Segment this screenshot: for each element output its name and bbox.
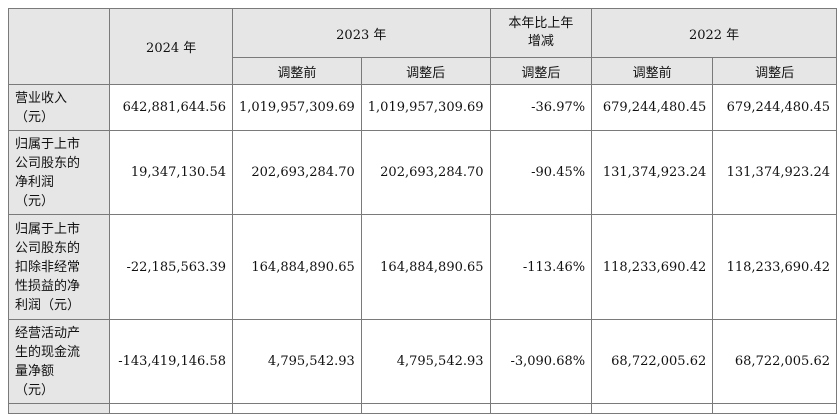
header-2023-after: 调整后	[360, 57, 491, 85]
header-corner	[7, 8, 111, 85]
table-row: 归属于上市 公司股东的 扣除非经常 性损益的净 利润（元） -22,185,56…	[7, 214, 837, 320]
cell-2022-before: 131,374,923.24	[591, 130, 714, 215]
cell-change: -113.46%	[489, 214, 593, 320]
header-2022-after: 调整后	[712, 57, 837, 85]
cell-2024: 642,881,644.56	[109, 84, 233, 131]
header-2024: 2024 年	[109, 8, 233, 85]
label-line: 归属于上市	[15, 221, 81, 237]
label-line: 量净额	[15, 363, 55, 379]
label-line: （元）	[15, 193, 55, 209]
header-change: 本年比上年增减	[489, 8, 593, 58]
row-label: 归属于上市 公司股东的 扣除非经常 性损益的净 利润（元）	[7, 214, 111, 320]
cell-2024: 19,347,130.54	[109, 130, 233, 215]
header-2022: 2022 年	[591, 8, 837, 58]
cell-change: -3,090.68%	[489, 319, 593, 404]
row-label: 营业收入 （元）	[7, 84, 111, 131]
header-2023-before: 调整前	[231, 57, 362, 85]
row-label: 归属于上市 公司股东的 净利润 （元）	[7, 130, 111, 215]
header-row-sub: 调整前 调整后 调整后 调整前 调整后	[9, 57, 837, 85]
cell-empty	[489, 403, 593, 414]
header-change-after: 调整后	[489, 57, 593, 85]
label-line: 归属于上市	[15, 136, 81, 152]
cell-change: -36.97%	[489, 84, 593, 131]
cell-2023-after: 202,693,284.70	[360, 130, 491, 215]
cell-empty	[591, 403, 714, 414]
label-line: 公司股东的	[15, 155, 81, 171]
label-line: （元）	[15, 109, 55, 125]
label-line: 营业收入	[15, 90, 68, 106]
cell-2022-after: 131,374,923.24	[712, 130, 837, 215]
table-row-continued	[7, 403, 837, 414]
label-line: 生的现金流	[15, 344, 81, 360]
cell-2023-after: 1,019,957,309.69	[360, 84, 491, 131]
label-line: 净利润	[15, 174, 55, 190]
cell-2023-before: 4,795,542.93	[231, 319, 362, 404]
cell-2023-before: 202,693,284.70	[231, 130, 362, 215]
cell-empty	[231, 403, 362, 414]
cell-2023-before: 164,884,890.65	[231, 214, 362, 320]
label-line: 性损益的净	[15, 278, 81, 294]
cell-2023-after: 4,795,542.93	[360, 319, 491, 404]
cell-2022-after: 68,722,005.62	[712, 319, 837, 404]
financial-table: 2024 年 2023 年 本年比上年增减 2022 年 调整前 调整后 调整后…	[7, 8, 837, 414]
cell-2022-before: 679,244,480.45	[591, 84, 714, 131]
label-line: 公司股东的	[15, 240, 81, 256]
cell-change: -90.45%	[489, 130, 593, 215]
cell-2022-before: 68,722,005.62	[591, 319, 714, 404]
table-row: 营业收入 （元） 642,881,644.56 1,019,957,309.69…	[7, 84, 837, 131]
header-2023: 2023 年	[231, 8, 491, 58]
label-line: 利润（元）	[15, 297, 81, 313]
table-row: 归属于上市 公司股东的 净利润 （元） 19,347,130.54 202,69…	[7, 130, 837, 215]
cell-2022-after: 679,244,480.45	[712, 84, 837, 131]
cell-2024: -143,419,146.58	[109, 319, 233, 404]
row-label: 经营活动产 生的现金流 量净额 （元）	[7, 319, 111, 404]
header-row-top: 2024 年 2023 年 本年比上年增减 2022 年	[7, 8, 837, 85]
cell-empty	[109, 403, 233, 414]
cell-2024: -22,185,563.39	[109, 214, 233, 320]
label-line: 扣除非经常	[15, 259, 81, 275]
table-row: 经营活动产 生的现金流 量净额 （元） -143,419,146.58 4,79…	[7, 319, 837, 404]
label-line: （元）	[15, 382, 55, 398]
label-line: 经营活动产	[15, 325, 81, 341]
cell-empty	[360, 403, 491, 414]
cell-2022-before: 118,233,690.42	[591, 214, 714, 320]
cell-empty	[712, 403, 837, 414]
header-2022-before: 调整前	[591, 57, 714, 85]
cell-2023-after: 164,884,890.65	[360, 214, 491, 320]
cell-2023-before: 1,019,957,309.69	[231, 84, 362, 131]
cell-2022-after: 118,233,690.42	[712, 214, 837, 320]
row-label	[7, 403, 111, 414]
